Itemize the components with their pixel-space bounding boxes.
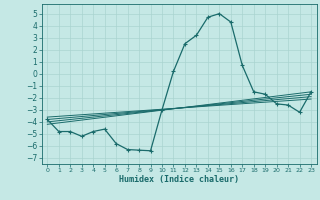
X-axis label: Humidex (Indice chaleur): Humidex (Indice chaleur) bbox=[119, 175, 239, 184]
